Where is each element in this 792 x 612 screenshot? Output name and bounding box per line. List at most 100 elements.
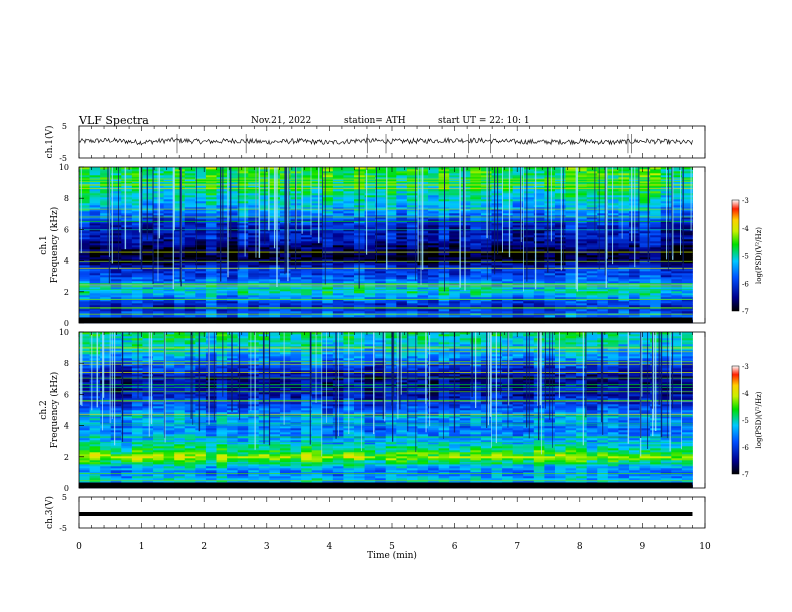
spectrogram-cell <box>375 255 387 258</box>
spectrogram-cell <box>89 167 101 170</box>
spectrogram-cell <box>470 205 482 208</box>
spectrogram-cell <box>121 181 133 184</box>
spectrogram-cell <box>681 215 693 218</box>
spectrogram-cell <box>79 265 90 268</box>
spectrogram-cell <box>470 209 482 212</box>
spectrogram-cell <box>396 195 408 198</box>
spectrogram-cell <box>396 173 408 176</box>
spectrogram-cell <box>205 179 217 182</box>
spectrogram-cell <box>248 191 260 194</box>
spectrogram-cell <box>364 227 376 230</box>
spectrogram-cell <box>597 171 609 174</box>
spectrogram-cell <box>79 418 90 421</box>
spectrogram-cell <box>607 233 619 236</box>
spectrogram-cell <box>544 299 556 302</box>
spectrogram-cell <box>301 173 313 176</box>
spectrogram-cell <box>449 293 461 296</box>
spectrogram-cell <box>89 315 101 318</box>
spectrogram-cell <box>227 283 239 286</box>
ytick-label: 6 <box>64 225 69 234</box>
spectrogram-cell <box>153 235 165 238</box>
spectrogram-cell <box>586 181 598 184</box>
spectrogram-cell <box>470 183 482 186</box>
spectrogram-cell <box>470 223 482 226</box>
spectrogram-cell <box>576 245 588 248</box>
spectrogram-cell <box>406 303 418 306</box>
spectrogram-cell <box>491 259 503 262</box>
spectrogram-cell <box>174 303 186 306</box>
spectrogram-cell <box>681 259 693 262</box>
spectrogram-cell <box>364 301 376 304</box>
spectrogram-cell <box>163 283 175 286</box>
spectrogram-cell <box>110 217 122 220</box>
spectrogram-cell <box>533 311 545 314</box>
spectrogram-cell <box>311 213 323 216</box>
spectrogram-cell <box>544 239 556 242</box>
spectrogram-cell <box>227 201 239 204</box>
spectrogram-cell <box>523 195 535 198</box>
spectrogram-cell <box>110 360 122 363</box>
spectrogram-cell <box>576 241 588 244</box>
spectrogram-cell <box>227 255 239 258</box>
spectrogram-cell <box>502 229 514 232</box>
spectrogram-cell <box>364 237 376 240</box>
spectrogram-cell <box>523 235 535 238</box>
spectrogram-cell <box>671 241 683 244</box>
spectrogram-cell <box>639 277 651 280</box>
spectrogram-cell <box>89 458 101 461</box>
spectrogram-cell <box>227 253 239 256</box>
spectrogram-cell <box>618 265 630 268</box>
spectrogram-cell <box>618 217 630 220</box>
spectrogram-cell <box>121 217 133 220</box>
spectrogram-cell <box>216 275 228 278</box>
spectrogram-cell <box>502 299 514 302</box>
spectrogram-cell <box>216 197 228 200</box>
spectrogram-cell <box>79 450 90 453</box>
spectrogram-cell <box>438 293 450 296</box>
spectrogram-cell <box>131 193 143 196</box>
spectrogram-cell <box>100 470 112 473</box>
spectrogram-cell <box>565 213 577 216</box>
spectrogram-cell <box>618 285 630 288</box>
spectrogram-cell <box>269 299 281 302</box>
spectrogram-cell <box>681 275 693 278</box>
spectrogram-cell <box>470 297 482 300</box>
spectrogram-cell <box>121 277 133 280</box>
spectrogram-cell <box>660 301 672 304</box>
spectrogram-cell <box>512 199 524 202</box>
spectrogram-cell <box>459 311 471 314</box>
spectrogram-cell <box>671 253 683 256</box>
spectrogram-cell <box>322 303 334 306</box>
spectrogram-cell <box>480 207 492 210</box>
spectrogram-cell <box>79 229 90 232</box>
spectrogram-cell <box>576 191 588 194</box>
spectrogram-cell <box>311 235 323 238</box>
spectrogram-cell <box>110 428 122 431</box>
spectrogram-cell <box>153 297 165 300</box>
spectrogram-cell <box>523 177 535 180</box>
spectrogram-cell <box>512 169 524 172</box>
spectrogram-cell <box>100 478 112 481</box>
spectrogram-cell <box>396 177 408 180</box>
spectrogram-cell <box>343 237 355 240</box>
spectrogram-cell <box>89 257 101 260</box>
spectrogram-cell <box>332 309 344 312</box>
spectrogram-cell <box>142 269 154 272</box>
spectrogram-cell <box>586 291 598 294</box>
spectrogram-cell <box>301 283 313 286</box>
spectrogram-cell <box>100 191 112 194</box>
spectrogram-cell <box>364 207 376 210</box>
spectrogram-cell <box>205 215 217 218</box>
spectrogram-cell <box>480 209 492 212</box>
spectrogram-cell <box>121 253 133 256</box>
spectrogram-cell <box>205 219 217 222</box>
spectrogram-cell <box>544 235 556 238</box>
spectrogram-cell <box>163 235 175 238</box>
spectrogram-cell <box>332 199 344 202</box>
spectrogram-cell <box>258 261 270 264</box>
spectrogram-cell <box>153 265 165 268</box>
spectrogram-cell <box>322 201 334 204</box>
spectrogram-cell <box>364 245 376 248</box>
spectrogram-cell <box>100 342 112 345</box>
spectrogram-cell <box>396 167 408 170</box>
